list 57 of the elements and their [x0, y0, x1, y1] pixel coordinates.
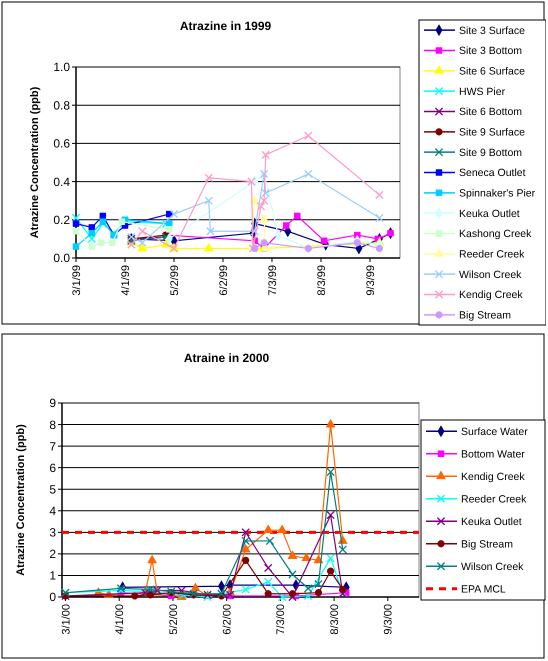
legend-label: Site 3 Surface	[459, 24, 526, 37]
legend-label: Wilson Creek	[461, 560, 524, 573]
y-tick-label: 8	[49, 418, 56, 432]
legend-label: HWS Pier	[459, 86, 506, 98]
legend-label: Seneca Outlet	[459, 167, 526, 180]
legend-label: Keuka Outlet	[459, 208, 520, 220]
x-tick-label: 7/3/00	[275, 604, 288, 635]
legend-label: Bottom Water	[461, 448, 526, 460]
legend-label: Site 3 Bottom	[459, 45, 522, 58]
legend-label: Wilson Creek	[459, 268, 522, 281]
legend-label: Site 6 Bottom	[459, 106, 522, 118]
y-tick-label: 1.0	[53, 60, 70, 74]
x-tick-label: 4/1/99	[120, 265, 132, 296]
y-axis-title: Atrazine Concentration (ppb)	[15, 424, 27, 576]
y-tick-label: 3	[49, 526, 56, 540]
legend-label: Reeder Creek	[459, 248, 526, 261]
legend-label: Big Stream	[461, 538, 514, 550]
legend-label: EPA MCL	[461, 583, 506, 596]
x-tick-label: 6/2/99	[218, 265, 230, 296]
legend-label: Kendig Creek	[459, 289, 524, 302]
y-tick-label: 0.2	[53, 213, 70, 227]
chart-title: Atrazine in 1999	[180, 19, 272, 33]
y-tick-label: 7	[49, 439, 56, 454]
x-tick-label: 9/3/99	[364, 265, 377, 296]
y-tick-label: 0.4	[53, 174, 70, 189]
x-tick-label: 3/1/99	[70, 265, 83, 296]
x-tick-label: 4/1/00	[114, 604, 126, 635]
x-tick-label: 9/3/00	[382, 604, 395, 635]
x-tick-label: 7/3/99	[266, 265, 279, 296]
y-tick-label: 0	[49, 590, 56, 604]
y-tick-label: 0.0	[53, 251, 70, 266]
legend-label: Surface Water	[461, 426, 528, 438]
legend-label: Reeder Creek	[461, 493, 528, 506]
legend-label: Kashong Creek	[459, 228, 532, 240]
y-tick-label: 5	[49, 482, 56, 496]
x-tick-label: 8/3/99	[316, 265, 328, 296]
legend-label: Big Stream	[459, 310, 512, 322]
chart-title: Atraine in 2000	[184, 351, 270, 365]
legend-label: Spinnaker's Pier	[459, 188, 536, 200]
y-tick-label: 1	[49, 568, 56, 583]
legend-label: Site 9 Surface	[459, 126, 526, 139]
x-tick-label: 5/2/00	[168, 604, 180, 635]
x-tick-label: 3/1/00	[60, 604, 72, 635]
y-tick-label: 4	[49, 504, 56, 518]
x-tick-label: 5/2/99	[168, 265, 181, 296]
x-tick-label: 8/3/00	[328, 604, 341, 635]
y-axis-title: Atrazine Concentration (ppb)	[29, 86, 41, 238]
x-tick-label: 6/2/00	[221, 604, 234, 635]
legend-label: Site 9 Bottom	[459, 146, 522, 159]
y-tick-label: 9	[49, 396, 56, 410]
legend-label: Keuka Outlet	[461, 516, 522, 528]
legend-label: Kendig Creek	[461, 470, 526, 483]
y-tick-label: 0.8	[53, 98, 70, 112]
y-tick-label: 0.6	[53, 136, 70, 151]
legend-label: Site 6 Surface	[459, 66, 526, 78]
y-tick-label: 6	[49, 460, 56, 475]
y-tick-label: 2	[49, 547, 56, 562]
